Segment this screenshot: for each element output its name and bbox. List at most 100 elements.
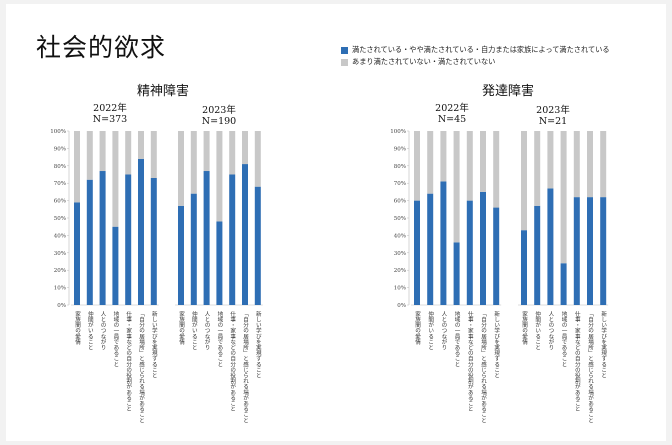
bar-unsatisfied xyxy=(560,131,567,264)
bar-satisfied xyxy=(440,181,447,305)
y-tick-label: 80% xyxy=(394,164,406,170)
bar-unsatisfied xyxy=(74,131,80,203)
panel-header-mental-2022: 2022年 N=373 xyxy=(93,103,127,125)
x-category-label: 「自分の居場所」と感じられる場があること xyxy=(242,311,249,423)
x-category-label: 人とのつながり xyxy=(547,311,554,351)
legend-swatch-unsatisfied xyxy=(341,58,348,66)
x-category-label: 仕事・家事などの自分の役割があること xyxy=(229,310,236,412)
bar-satisfied xyxy=(600,197,607,305)
bar-satisfied xyxy=(242,164,248,305)
x-category-label: 地域の一員であること xyxy=(112,310,119,367)
panel-year: 2023年 xyxy=(536,105,570,116)
x-category-label: 仕事・家事などの自分の役割があること xyxy=(574,310,581,412)
bar-satisfied xyxy=(138,158,144,305)
bar-unsatisfied xyxy=(112,131,119,227)
y-tick-label: 40% xyxy=(54,233,66,239)
bar-unsatisfied xyxy=(150,131,157,178)
bar-satisfied xyxy=(178,205,184,305)
bar-unsatisfied xyxy=(229,131,236,175)
y-tick-label: 10% xyxy=(54,286,66,292)
section-title-mental: 精神障害 xyxy=(136,84,190,99)
bar-satisfied xyxy=(453,242,460,305)
bar-unsatisfied xyxy=(254,131,261,187)
bar-satisfied xyxy=(560,263,567,305)
bar-unsatisfied xyxy=(440,131,447,182)
bar-satisfied xyxy=(427,193,434,305)
y-tick-label: 50% xyxy=(394,216,406,222)
y-tick-label: 10% xyxy=(394,286,406,292)
x-category-label: 地域の一員であること xyxy=(216,310,223,367)
x-category-label: 家族間の愛情 xyxy=(414,310,421,346)
bar-unsatisfied xyxy=(99,131,106,172)
legend-swatch-satisfied xyxy=(341,46,348,54)
bar-unsatisfied xyxy=(587,131,593,198)
bar-satisfied xyxy=(216,221,223,305)
bar-unsatisfied xyxy=(600,131,607,198)
bar-unsatisfied xyxy=(466,131,473,201)
x-category-label: 人とのつながり xyxy=(440,311,447,351)
panel-n: N=45 xyxy=(437,114,467,125)
x-category-label: 「自分の居場所」と感じられる場があること xyxy=(138,311,145,423)
bar-unsatisfied xyxy=(178,131,184,206)
legend-item-satisfied: 満たされている・やや満たされている・自力または家族によって満たされている xyxy=(341,44,610,56)
y-tick-label: 90% xyxy=(394,146,406,152)
bar-satisfied xyxy=(86,179,93,305)
x-category-label: 人とのつながり xyxy=(100,311,107,351)
x-category-label: 家族間の愛情 xyxy=(521,310,528,346)
bar-unsatisfied xyxy=(414,131,420,201)
bar-unsatisfied xyxy=(125,131,132,175)
panel-header-developmental-2023: 2023年 N=21 xyxy=(536,105,570,127)
y-tick-label: 20% xyxy=(54,268,66,274)
bar-unsatisfied xyxy=(427,131,434,194)
y-tick-label: 30% xyxy=(394,251,406,257)
slide-title: 社会的欲求 xyxy=(36,33,167,62)
x-category-label: 仲間がいること xyxy=(191,310,198,351)
legend: 満たされている・やや満たされている・自力または家族によって満たされている あまり… xyxy=(341,44,610,68)
bar-unsatisfied xyxy=(547,131,554,189)
bar-satisfied xyxy=(573,197,580,305)
x-category-label: 地域の一員であること xyxy=(454,310,461,367)
panel-year: 2022年 xyxy=(93,103,127,114)
legend-label-satisfied: 満たされている・やや満たされている・自力または家族によって満たされている xyxy=(352,45,610,54)
bar-unsatisfied xyxy=(203,131,210,172)
bar-satisfied xyxy=(125,174,132,305)
bar-satisfied xyxy=(534,205,541,305)
y-tick-label: 30% xyxy=(54,251,66,257)
bar-unsatisfied xyxy=(216,131,223,222)
panel-year: 2022年 xyxy=(435,103,469,114)
bar-satisfied xyxy=(229,174,236,305)
x-category-label: 家族間の愛情 xyxy=(74,310,81,346)
panel-n: N=373 xyxy=(92,114,128,125)
bar-satisfied xyxy=(190,193,197,305)
x-category-label: 人とのつながり xyxy=(204,311,211,351)
bar-unsatisfied xyxy=(453,131,460,243)
panel-header-mental-2023: 2023年 N=190 xyxy=(202,105,236,127)
legend-label-unsatisfied: あまり満たされていない・満たされていない xyxy=(352,57,496,66)
bar-satisfied xyxy=(74,202,80,305)
bar-satisfied xyxy=(547,188,554,305)
x-category-label: 新しい学びを実現すること xyxy=(255,310,262,379)
bar-unsatisfied xyxy=(190,131,197,194)
y-tick-label: 80% xyxy=(54,164,66,170)
x-category-label: 仲間がいること xyxy=(87,310,94,351)
bar-satisfied xyxy=(112,226,119,305)
y-tick-label: 60% xyxy=(394,199,406,205)
y-tick-label: 70% xyxy=(54,181,66,187)
bar-satisfied xyxy=(493,207,500,305)
bar-unsatisfied xyxy=(138,131,144,159)
x-category-label: 「自分の居場所」と感じられる場があること xyxy=(480,311,487,423)
panel-n: N=190 xyxy=(201,116,237,127)
bar-satisfied xyxy=(521,230,527,305)
x-category-label: 家族間の愛情 xyxy=(178,310,185,346)
bar-satisfied xyxy=(587,197,593,305)
x-category-label: 仲間がいること xyxy=(534,310,541,351)
x-category-label: 新しい学びを実現すること xyxy=(600,310,607,379)
bar-unsatisfied xyxy=(242,131,248,165)
y-tick-label: 50% xyxy=(54,216,66,222)
bar-satisfied xyxy=(254,186,261,305)
section-title-developmental: 発達障害 xyxy=(481,84,535,99)
y-tick-label: 40% xyxy=(394,233,406,239)
y-tick-label: 60% xyxy=(54,199,66,205)
y-tick-label: 0% xyxy=(397,303,406,309)
bar-unsatisfied xyxy=(534,131,541,206)
